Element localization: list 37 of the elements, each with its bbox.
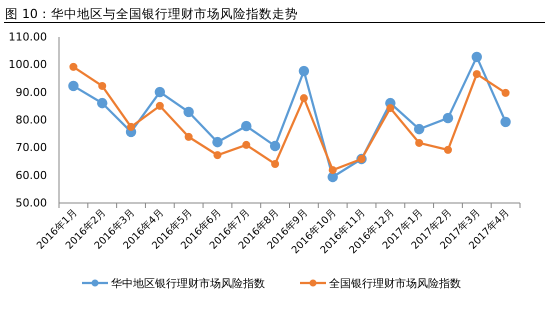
point [183,106,194,118]
point [502,88,510,97]
y-tick-label: 70.00 [16,141,47,154]
point [98,82,106,90]
point [386,104,394,112]
point [212,136,223,148]
y-tick-label: 50.00 [16,196,47,210]
point [156,102,164,110]
chart-title: 图 10：华中地区与全国银行理财市场风险指数走势 [5,6,298,21]
legend-label: 华中地区银行理财市场风险指数 [111,277,265,290]
point [69,62,78,71]
point [97,98,108,108]
point [242,140,250,149]
point [472,70,481,78]
point [472,52,482,62]
y-tick-label: 80.00 [16,114,47,126]
point [442,112,454,124]
point [414,124,424,134]
point [241,120,252,132]
point [184,132,193,141]
y-tick-label: 100.00 [8,58,47,72]
point [300,94,308,102]
y-tick-label: 90.00 [16,86,47,99]
point [328,166,337,174]
point [68,80,79,92]
point [444,146,452,154]
point [415,138,424,147]
point [213,151,222,160]
point [154,86,166,98]
point [270,140,280,152]
point [298,66,310,76]
y-tick-label: 60.00 [16,168,47,182]
legend-label: 全国银行理财市场风险指数 [329,277,461,290]
point [500,116,511,128]
point [127,122,136,131]
y-tick-label: 110.00 [8,30,47,44]
point [271,160,280,168]
